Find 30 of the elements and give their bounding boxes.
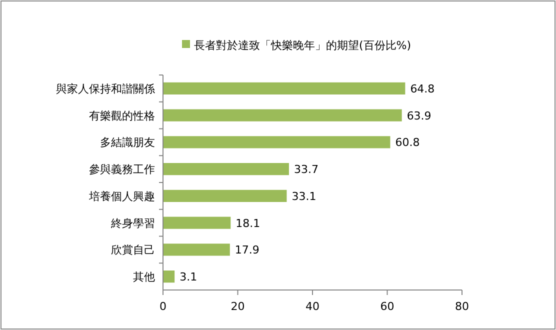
data-label: 33.7 [294,163,318,176]
bar [163,136,390,148]
bar [163,109,402,122]
bar [163,244,230,256]
data-label: 60.8 [395,136,420,150]
data-label: 18.1 [236,216,260,230]
data-label: 63.9 [406,109,432,122]
y-tick-label: 參與義務工作 [89,163,155,176]
x-tick-label: 60 [380,300,394,313]
y-tick-label: 終身學習 [110,216,155,230]
x-tick-label: 40 [306,300,320,313]
x-tick-label: 20 [230,300,245,313]
x-tick-label: 80 [455,300,469,313]
bar [163,82,406,94]
y-tick-label: 培養個人興趣 [88,190,155,203]
bar [163,163,289,176]
bar [163,216,231,229]
data-label: 64.8 [410,82,435,96]
legend-label: 長者對於達致「快樂晚年」的期望(百份比%) [194,39,412,52]
bar [163,190,287,202]
y-tick-label: 其他 [133,270,155,284]
y-tick-label: 多結識朋友 [100,136,155,150]
y-tick-label: 欣賞自己 [111,244,155,257]
x-tick-label: 0 [160,300,166,313]
data-label: 17.9 [234,244,260,257]
data-label: 3.1 [180,270,198,284]
y-tick-label: 與家人保持和諧關係 [56,82,155,96]
bar [163,270,175,283]
data-label: 33.1 [292,190,316,203]
y-tick-label: 有樂觀的性格 [89,109,155,122]
